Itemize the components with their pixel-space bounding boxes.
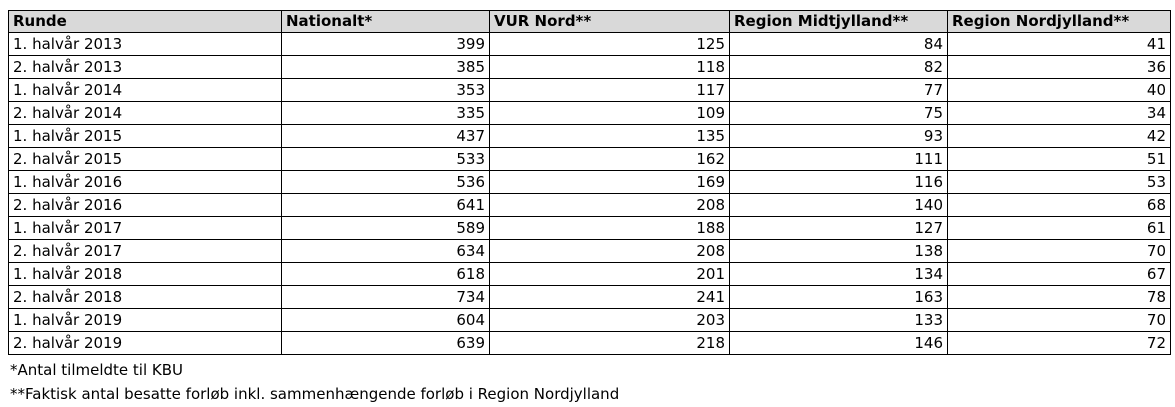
cell: 208 [489, 239, 730, 263]
cell: 138 [729, 239, 948, 263]
row-label: 1. halvår 2014 [8, 78, 282, 102]
cell: 201 [489, 262, 730, 286]
header-row: Runde Nationalt* VUR Nord** Region Midtjyll… [8, 10, 1171, 33]
cell: 75 [729, 101, 948, 125]
cell: 70 [947, 239, 1171, 263]
cell: 188 [489, 216, 730, 240]
cell: 163 [729, 285, 948, 309]
table-row: 1. halvår 2014 353 117 77 40 [8, 78, 1171, 102]
table-body: 1. halvår 2013 399 125 84 41 2. halvår 2013 38… [8, 32, 1171, 355]
cell: 127 [729, 216, 948, 240]
cell: 134 [729, 262, 948, 286]
cell: 117 [489, 78, 730, 102]
cell: 42 [947, 124, 1171, 148]
data-table: Runde Nationalt* VUR Nord** Region Midtjyll… [8, 10, 1171, 355]
row-label: 1. halvår 2019 [8, 308, 282, 332]
row-label: 1. halvår 2018 [8, 262, 282, 286]
cell: 218 [489, 331, 730, 355]
table-row: 1. halvår 2019 604 203 133 70 [8, 308, 1171, 332]
cell: 639 [281, 331, 490, 355]
cell: 146 [729, 331, 948, 355]
column-header: Region Nordjylland** [947, 10, 1171, 33]
row-label: 2. halvår 2016 [8, 193, 282, 217]
cell: 618 [281, 262, 490, 286]
row-label: 1. halvår 2016 [8, 170, 282, 194]
cell: 399 [281, 32, 490, 56]
table-row: 1. halvår 2013 399 125 84 41 [8, 32, 1171, 56]
table-row: 1. halvår 2017 589 188 127 61 [8, 216, 1171, 240]
cell: 93 [729, 124, 948, 148]
cell: 589 [281, 216, 490, 240]
table-row: 1. halvår 2018 618 201 134 67 [8, 262, 1171, 286]
cell: 82 [729, 55, 948, 79]
table-row: 2. halvår 2015 533 162 111 51 [8, 147, 1171, 171]
cell: 162 [489, 147, 730, 171]
column-header: Runde [8, 10, 282, 33]
cell: 34 [947, 101, 1171, 125]
cell: 116 [729, 170, 948, 194]
cell: 437 [281, 124, 490, 148]
cell: 353 [281, 78, 490, 102]
cell: 41 [947, 32, 1171, 56]
footnote: **Faktisk antal besatte forløb inkl. sam… [10, 385, 620, 403]
cell: 70 [947, 308, 1171, 332]
cell: 385 [281, 55, 490, 79]
table-row: 2. halvår 2016 641 208 140 68 [8, 193, 1171, 217]
column-header: VUR Nord** [489, 10, 730, 33]
cell: 734 [281, 285, 490, 309]
table-row: 2. halvår 2013 385 118 82 36 [8, 55, 1171, 79]
footnote: *Antal tilmeldte til KBU [10, 361, 183, 379]
row-label: 1. halvår 2015 [8, 124, 282, 148]
cell: 135 [489, 124, 730, 148]
cell: 77 [729, 78, 948, 102]
cell: 111 [729, 147, 948, 171]
cell: 140 [729, 193, 948, 217]
cell: 61 [947, 216, 1171, 240]
table-row: 2. halvår 2017 634 208 138 70 [8, 239, 1171, 263]
cell: 133 [729, 308, 948, 332]
row-label: 2. halvår 2013 [8, 55, 282, 79]
cell: 51 [947, 147, 1171, 171]
table-row: 2. halvår 2018 734 241 163 78 [8, 285, 1171, 309]
cell: 53 [947, 170, 1171, 194]
cell: 335 [281, 101, 490, 125]
cell: 125 [489, 32, 730, 56]
cell: 536 [281, 170, 490, 194]
row-label: 2. halvår 2015 [8, 147, 282, 171]
column-header: Region Midtjylland** [729, 10, 948, 33]
cell: 68 [947, 193, 1171, 217]
cell: 72 [947, 331, 1171, 355]
row-label: 2. halvår 2019 [8, 331, 282, 355]
cell: 641 [281, 193, 490, 217]
cell: 169 [489, 170, 730, 194]
table-row: 2. halvår 2014 335 109 75 34 [8, 101, 1171, 125]
column-header: Nationalt* [281, 10, 490, 33]
table-row: 1. halvår 2016 536 169 116 53 [8, 170, 1171, 194]
cell: 634 [281, 239, 490, 263]
cell: 84 [729, 32, 948, 56]
cell: 78 [947, 285, 1171, 309]
row-label: 1. halvår 2017 [8, 216, 282, 240]
cell: 533 [281, 147, 490, 171]
cell: 604 [281, 308, 490, 332]
row-label: 1. halvår 2013 [8, 32, 282, 56]
table-row: 1. halvår 2015 437 135 93 42 [8, 124, 1171, 148]
cell: 36 [947, 55, 1171, 79]
row-label: 2. halvår 2014 [8, 101, 282, 125]
cell: 203 [489, 308, 730, 332]
cell: 241 [489, 285, 730, 309]
table-row: 2. halvår 2019 639 218 146 72 [8, 331, 1171, 355]
cell: 109 [489, 101, 730, 125]
cell: 67 [947, 262, 1171, 286]
cell: 208 [489, 193, 730, 217]
cell: 118 [489, 55, 730, 79]
cell: 40 [947, 78, 1171, 102]
row-label: 2. halvår 2018 [8, 285, 282, 309]
row-label: 2. halvår 2017 [8, 239, 282, 263]
